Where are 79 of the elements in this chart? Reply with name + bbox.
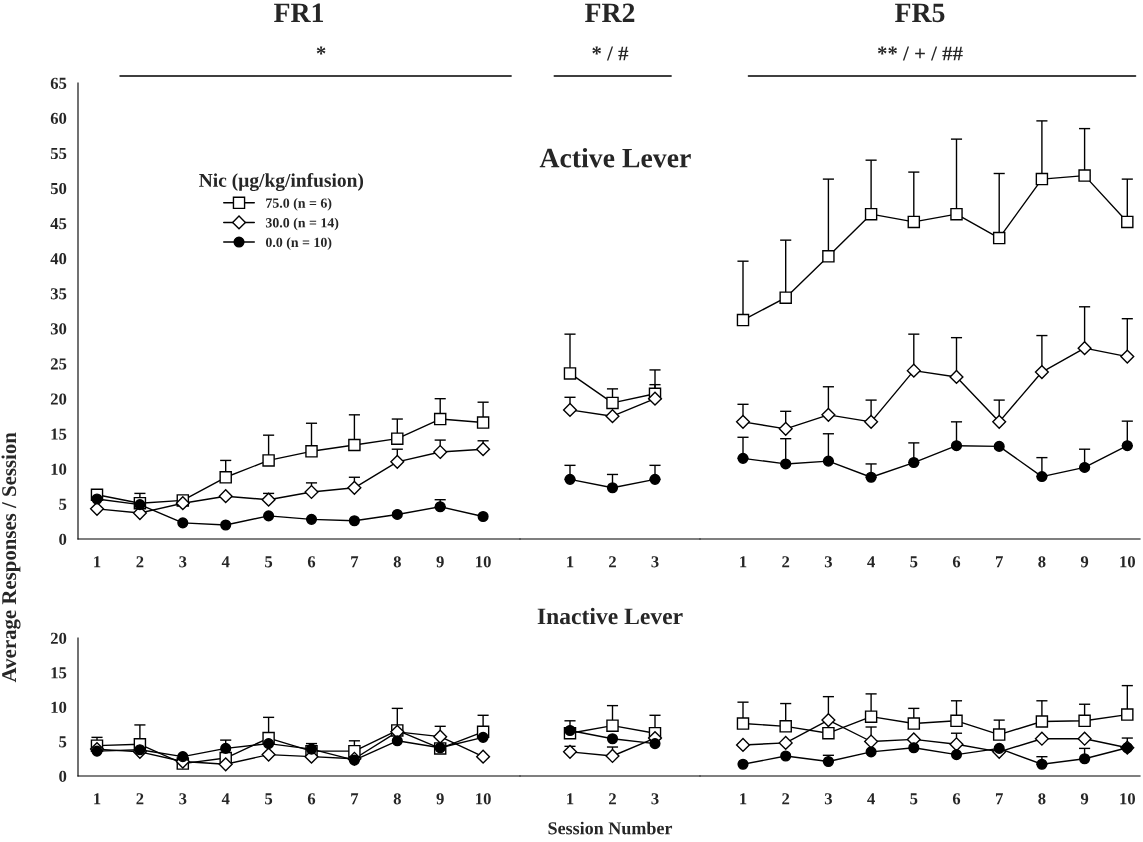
y-tick-label: 15 bbox=[51, 428, 67, 440]
x-tick-label: 8 bbox=[1038, 793, 1046, 805]
x-tick-label: 1 bbox=[567, 793, 574, 805]
legend-label: 75.0 (n = 6) bbox=[266, 198, 332, 211]
text: ** / + / ## bbox=[877, 46, 963, 61]
x-tick-label: 7 bbox=[995, 793, 1003, 805]
x-tick-label: 9 bbox=[436, 793, 444, 805]
x-tick-label: 6 bbox=[952, 556, 961, 568]
x-tick-label: 1 bbox=[94, 556, 101, 568]
x-tick-label: 7 bbox=[351, 793, 359, 805]
y-tick-label: 50 bbox=[50, 182, 67, 195]
x-tick-label: 2 bbox=[782, 556, 790, 568]
y-tick-label: 5 bbox=[59, 498, 67, 510]
text: * bbox=[316, 46, 326, 55]
x-tick-label: 10 bbox=[476, 793, 491, 805]
x-tick-label: 8 bbox=[1038, 556, 1046, 568]
chart-title: FR1 bbox=[274, 3, 324, 22]
x-tick-label: 7 bbox=[351, 556, 359, 568]
x-tick-label: 10 bbox=[1120, 556, 1135, 568]
x-tick-label: 7 bbox=[995, 556, 1003, 568]
y-tick-label: 45 bbox=[50, 218, 67, 230]
y-tick-label: 25 bbox=[50, 358, 67, 370]
x-tick-label: 3 bbox=[179, 556, 187, 568]
x-tick-label: 3 bbox=[179, 793, 187, 805]
x-tick-label: 1 bbox=[94, 793, 101, 805]
x-tick-label: 5 bbox=[265, 793, 273, 805]
legend-title: Nic (µg/kg/infusion) bbox=[199, 173, 364, 191]
y-axis-title: Average Responses / Session bbox=[1, 432, 21, 683]
x-tick-label: 2 bbox=[136, 793, 144, 805]
y-tick-label: 5 bbox=[59, 736, 67, 748]
x-tick-label: 8 bbox=[393, 793, 401, 805]
x-tick-label: 2 bbox=[609, 556, 616, 568]
x-tick-label: 2 bbox=[782, 793, 790, 805]
x-tick-label: 3 bbox=[824, 556, 832, 568]
y-tick-label: 15 bbox=[51, 667, 67, 679]
chart-title: Inactive Lever bbox=[537, 607, 683, 625]
y-tick-label: 10 bbox=[51, 701, 67, 713]
y-tick-label: 60 bbox=[50, 112, 67, 125]
x-tick-label: 9 bbox=[1080, 793, 1089, 805]
x-tick-label: 6 bbox=[307, 556, 316, 568]
x-tick-label: 4 bbox=[221, 793, 230, 805]
y-tick-label: 0 bbox=[59, 533, 67, 545]
x-tick-label: 6 bbox=[952, 793, 961, 805]
x-tick-label: 2 bbox=[136, 556, 144, 568]
x-tick-label: 5 bbox=[265, 556, 273, 568]
legend-label: 30.0 (n = 14) bbox=[265, 217, 339, 231]
x-tick-label: 4 bbox=[867, 793, 875, 805]
y-tick-label: 10 bbox=[51, 463, 67, 475]
x-tick-label: 1 bbox=[740, 556, 747, 568]
y-tick-label: 65 bbox=[50, 77, 67, 89]
x-tick-label: 3 bbox=[651, 556, 659, 568]
x-tick-label: 6 bbox=[307, 793, 316, 805]
x-tick-label: 1 bbox=[567, 556, 574, 568]
x-tick-label: 4 bbox=[221, 556, 230, 568]
annotation: Active Lever bbox=[539, 147, 691, 168]
legend-label: 0.0 (n = 10) bbox=[265, 237, 332, 250]
x-tick-label: 3 bbox=[651, 793, 659, 805]
y-tick-label: 0 bbox=[59, 770, 67, 782]
y-tick-label: 20 bbox=[50, 632, 67, 644]
x-tick-label: 10 bbox=[1120, 793, 1135, 805]
x-tick-label: 9 bbox=[436, 556, 444, 568]
y-tick-label: 30 bbox=[50, 323, 67, 335]
x-tick-label: 10 bbox=[476, 556, 491, 568]
x-tick-label: 8 bbox=[393, 556, 401, 568]
x-tick-label: 9 bbox=[1080, 556, 1089, 568]
x-tick-label: 5 bbox=[910, 556, 918, 568]
x-tick-label: 4 bbox=[867, 556, 875, 568]
y-tick-label: 40 bbox=[50, 253, 67, 265]
x-axis-title: Session Number bbox=[548, 821, 673, 835]
text: * / # bbox=[592, 46, 629, 61]
x-tick-label: 3 bbox=[824, 793, 832, 805]
x-tick-label: 2 bbox=[609, 793, 616, 805]
y-tick-label: 35 bbox=[50, 288, 67, 300]
chart-title: FR5 bbox=[895, 3, 945, 23]
y-tick-label: 20 bbox=[50, 393, 67, 405]
y-tick-label: 55 bbox=[50, 148, 67, 160]
x-tick-label: 5 bbox=[910, 793, 918, 805]
chart-title: FR2 bbox=[585, 3, 635, 22]
x-tick-label: 1 bbox=[740, 793, 747, 805]
